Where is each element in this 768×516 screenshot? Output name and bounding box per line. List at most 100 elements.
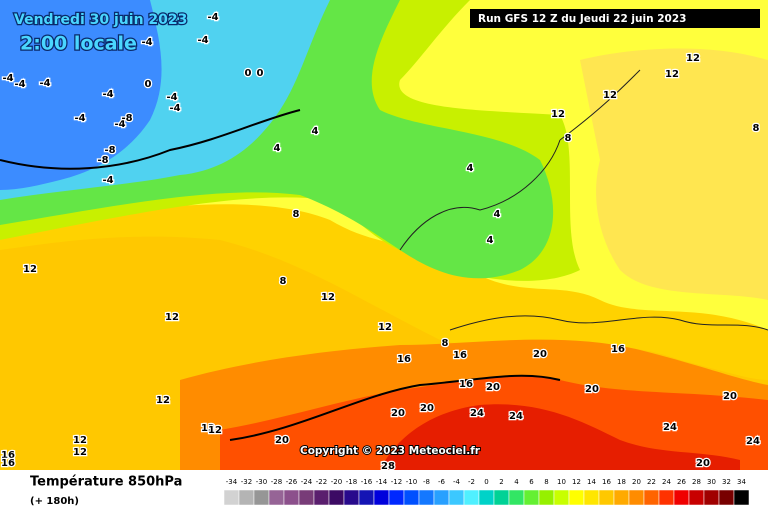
- scale-label: 32: [722, 478, 731, 486]
- scale-label: -8: [423, 478, 430, 486]
- contour-label: 4: [487, 235, 494, 246]
- color-scale: -34 -32 -30 -28 -26 -24 -22 -20 -18 -16 -14 -12 -10-…: [223, 478, 750, 506]
- scale-label: -26: [286, 478, 298, 486]
- scale-label: 34: [737, 478, 746, 486]
- scale-label: -4: [453, 478, 461, 486]
- scale-cell: [418, 489, 435, 506]
- contour-label: 20: [585, 384, 599, 395]
- scale-cell: [313, 489, 330, 506]
- scale-label: -2: [468, 478, 475, 486]
- contour-label: 24: [470, 408, 484, 419]
- contour-label: 16: [459, 379, 473, 390]
- scale-label: 2: [499, 478, 503, 486]
- scale-cell: [403, 489, 420, 506]
- scale-cell: [688, 489, 705, 506]
- contour-label: 12: [73, 447, 87, 458]
- contour-label: -4: [102, 89, 113, 100]
- contour-label: 16: [1, 458, 15, 469]
- contour-label: 12: [321, 292, 335, 303]
- scale-label: 14: [587, 478, 596, 486]
- contour-label: 20: [486, 382, 500, 393]
- contour-label: 28: [381, 461, 395, 472]
- scale-label: -28: [271, 478, 282, 486]
- contour-label: 8: [442, 338, 449, 349]
- scale-cell: [613, 489, 630, 506]
- contour-label: 8: [753, 123, 760, 134]
- contour-label: 0: [145, 79, 152, 90]
- contour-label: 12: [665, 69, 679, 80]
- contour-label: 16: [611, 344, 625, 355]
- contour-label: -4: [2, 73, 13, 84]
- scale-cell: [298, 489, 315, 506]
- run-box: [470, 9, 760, 28]
- scale-label: -22: [316, 478, 327, 486]
- contour-label: 12: [73, 435, 87, 446]
- scale-label: 6: [529, 478, 534, 486]
- scale-cell: [643, 489, 660, 506]
- contour-label: -4: [39, 78, 50, 89]
- scale-cell: [448, 489, 465, 506]
- contour-label: 20: [391, 408, 405, 419]
- legend-title: Température 850hPa: [30, 475, 182, 490]
- scale-cell: [718, 489, 735, 506]
- scale-cell: [223, 489, 240, 506]
- contour-label: 4: [312, 126, 319, 137]
- contour-label: -4: [169, 103, 180, 114]
- scale-cell: [733, 489, 750, 506]
- scale-cell: [328, 489, 345, 506]
- contour-label: -4: [141, 37, 152, 48]
- scale-cell: [478, 489, 495, 506]
- scale-cell: [253, 489, 270, 506]
- scale-label: -14: [376, 478, 388, 486]
- contour-label: 0: [257, 68, 264, 79]
- map-time: 2:00 locale: [20, 33, 137, 55]
- map-labels: -4-4 -4-4-4 -4-4 -4-4-4-4-8-800 0-8-44444488…: [0, 11, 761, 474]
- contour-label: -8: [121, 113, 132, 124]
- scale-cell: [358, 489, 375, 506]
- contour-label: 12: [156, 395, 170, 406]
- scale-label: -32: [241, 478, 252, 486]
- scale-cell: [508, 489, 525, 506]
- contour-label: -4: [207, 12, 218, 23]
- contour-label: -4: [102, 175, 113, 186]
- scale-cell: [523, 489, 540, 506]
- scale-label: 26: [677, 478, 686, 486]
- scale-label: -18: [346, 478, 357, 486]
- contour-label: 20: [723, 391, 737, 402]
- scale-label: 30: [707, 478, 716, 486]
- contour-label: -8: [104, 145, 115, 156]
- scale-label: -24: [301, 478, 313, 486]
- contour-label: 16: [453, 350, 467, 361]
- contour-label: 4: [467, 163, 474, 174]
- contour-label: 12: [208, 425, 222, 436]
- contour-label: 8: [280, 276, 287, 287]
- contour-label: -4: [166, 92, 177, 103]
- scale-cell: [493, 489, 510, 506]
- scale-cell: [433, 489, 450, 506]
- contour-label: 20: [696, 458, 710, 469]
- scale-cell: [343, 489, 360, 506]
- contour-label: 16: [1, 450, 15, 461]
- scale-cell: [553, 489, 570, 506]
- map-date: Vendredi 30 juin 2023: [14, 12, 187, 28]
- scale-label: 16: [602, 478, 611, 486]
- contour-label: 12: [603, 90, 617, 101]
- contour-label: 8: [293, 209, 300, 220]
- scale-cell: [598, 489, 615, 506]
- contour-label: 4: [274, 143, 281, 154]
- contour-label: 20: [533, 349, 547, 360]
- copyright: Copyright © 2023 Meteociel.fr: [300, 445, 481, 457]
- contour-label: -4: [74, 113, 85, 124]
- scale-label: 10: [557, 478, 566, 486]
- scale-cell: [283, 489, 300, 506]
- scale-label: 8: [544, 478, 548, 486]
- contour-label: 24: [509, 411, 523, 422]
- contour-label: 12: [378, 322, 392, 333]
- scale-label: -12: [391, 478, 402, 486]
- scale-cell: [268, 489, 285, 506]
- contour-label: 24: [663, 422, 677, 433]
- scale-label: 4: [514, 478, 519, 486]
- scale-cell: [568, 489, 585, 506]
- contour-label: 20: [420, 403, 434, 414]
